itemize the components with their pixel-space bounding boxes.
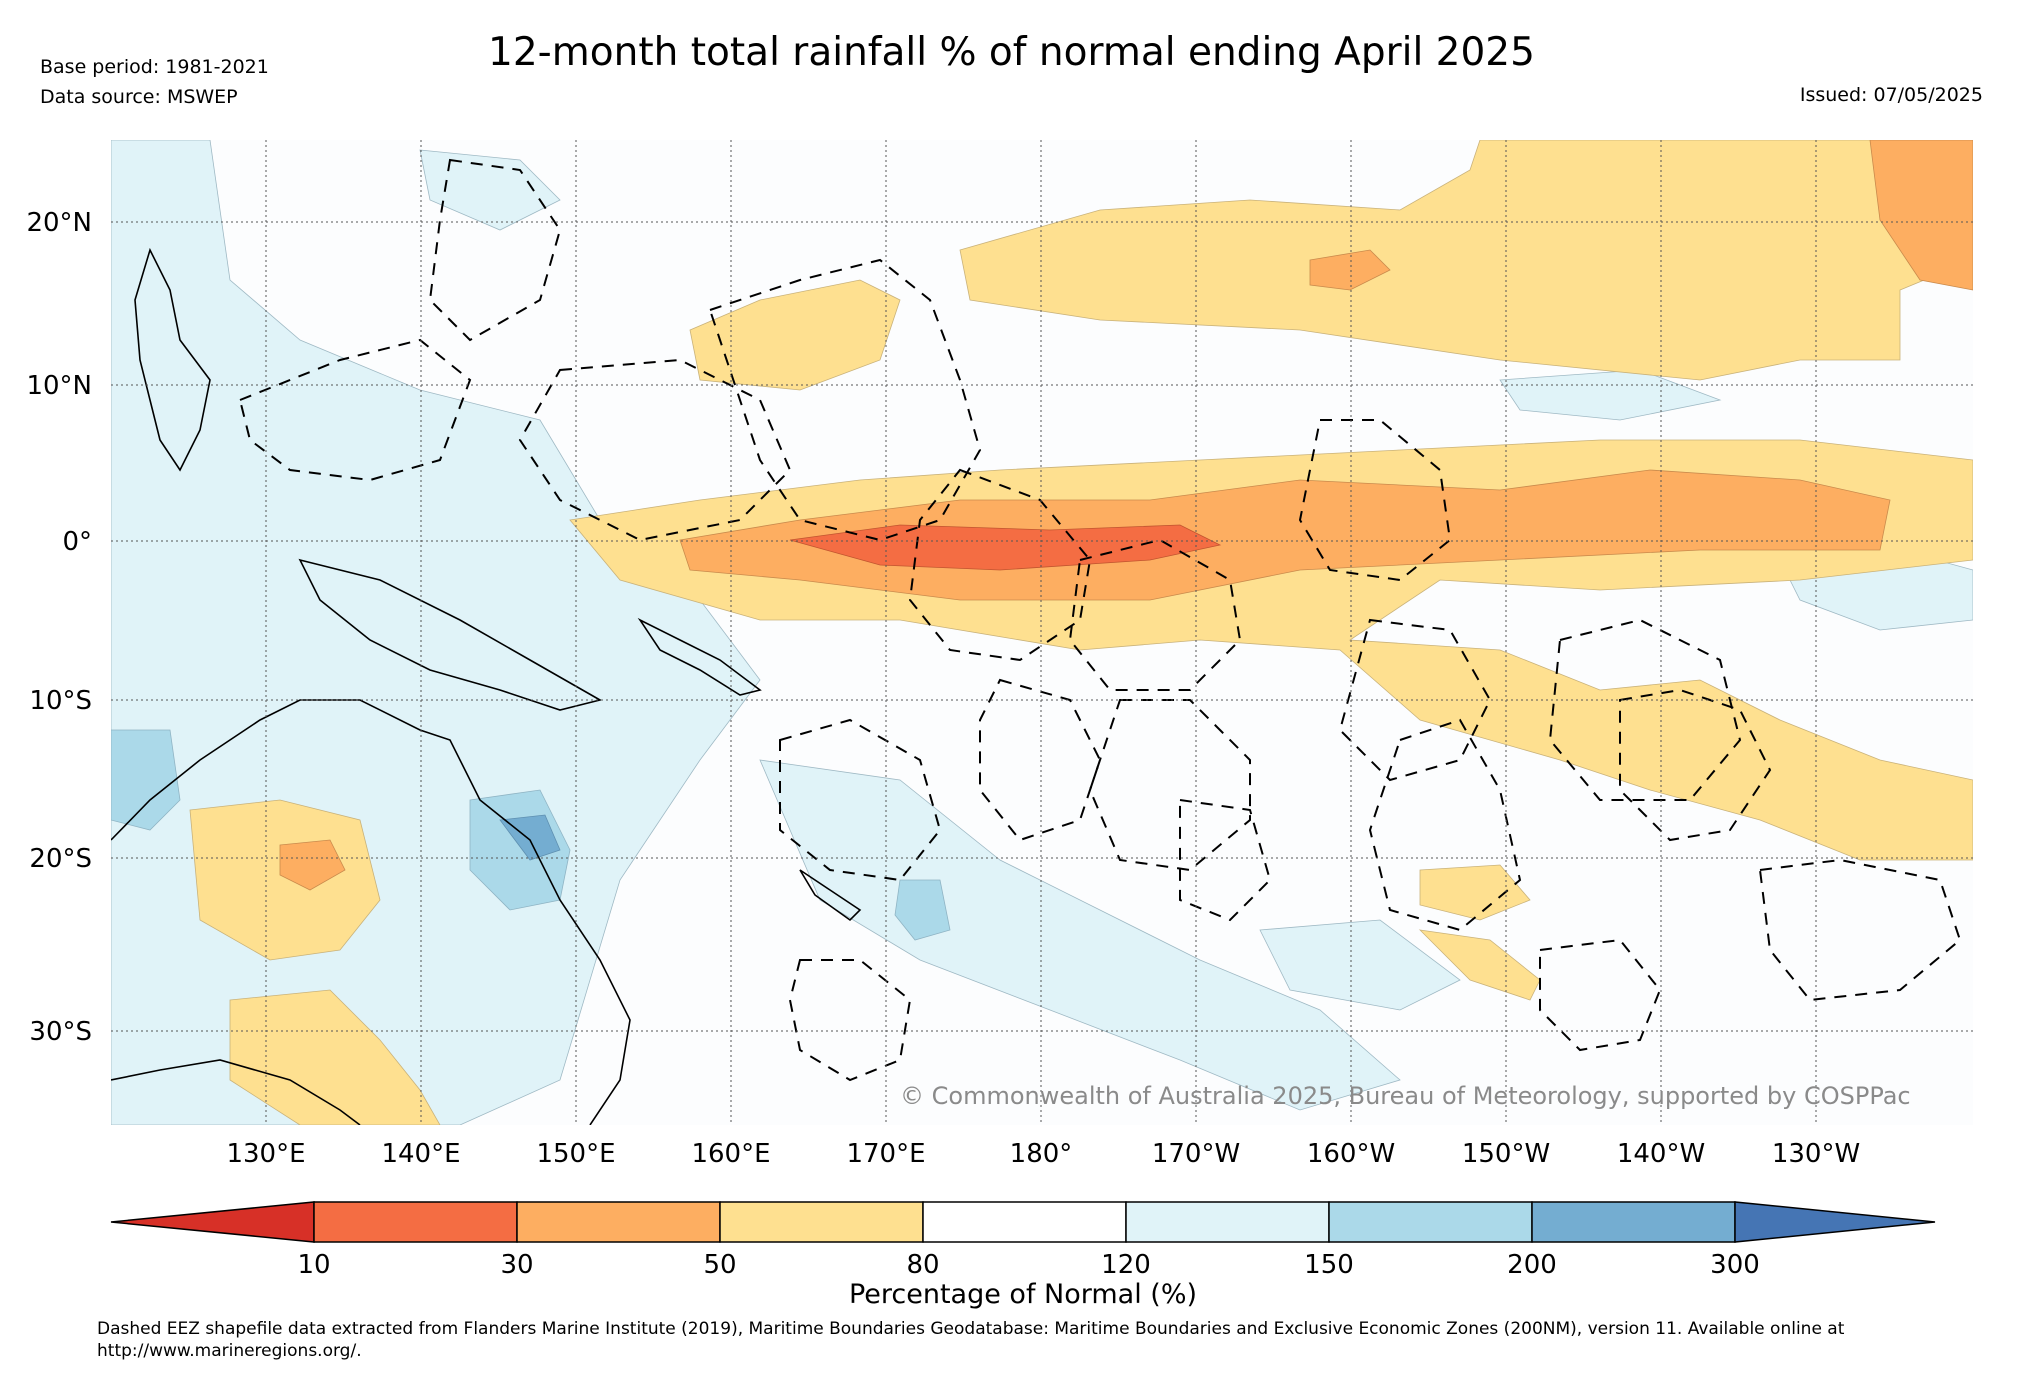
lon-label: 170°W — [1152, 1139, 1240, 1169]
wet-region-west-australia — [111, 729, 181, 831]
dry-band-equatorial-peak — [789, 524, 1222, 571]
eez-boundary — [908, 468, 1092, 662]
lon-label: 160°E — [691, 1139, 770, 1169]
colorbar-tick-label: 300 — [1710, 1250, 1760, 1280]
lat-label: 20°S — [29, 844, 92, 874]
eez-boundary — [1068, 538, 1242, 691]
wet-region-new-caledonia-area — [894, 879, 951, 941]
dry-patch-southern-cook — [1418, 929, 1541, 1001]
colorbar-segment — [719, 1201, 924, 1243]
colorbar-tick-label: 150 — [1304, 1250, 1354, 1280]
colorbar-segment — [516, 1201, 721, 1243]
longitude-labels: 130°E 140°E 150°E 160°E 170°E 180° 170°W… — [226, 1139, 1860, 1169]
lon-label: 140°E — [381, 1139, 460, 1169]
dry-patch-australia-interior — [189, 799, 381, 961]
issued-date-text: Issued: 07/05/2025 — [1799, 84, 1983, 106]
colorbar-segment — [1125, 1201, 1330, 1243]
wet-region-nw-pacific — [419, 149, 561, 231]
dry-patch-north-pacific-east — [1869, 140, 1973, 291]
dry-patch-hawaii-area — [1309, 249, 1391, 291]
colorbar-tick-label: 80 — [906, 1250, 939, 1280]
latitude-labels: 20°N 10°N 0° 10°S 20°S 30°S — [26, 208, 92, 1047]
eez-boundary — [788, 959, 912, 1082]
colorbar-segment — [1531, 1201, 1736, 1243]
colorbar-segment — [313, 1201, 518, 1243]
dry-patch-french-polynesia — [1419, 864, 1531, 921]
coastline-new-caledonia — [799, 869, 862, 922]
eez-boundary — [1539, 938, 1662, 1052]
dry-patch-north-pacific-west — [689, 279, 901, 391]
coastline-australia — [111, 699, 631, 1125]
dry-patch-australia-interior-core — [279, 839, 346, 891]
eez-boundary — [518, 358, 792, 542]
eez-boundary — [1619, 688, 1772, 842]
dry-patch-south-australia — [229, 989, 441, 1125]
colorbar-tick-label: 200 — [1507, 1250, 1557, 1280]
colorbar-tick-label: 50 — [703, 1250, 736, 1280]
eez-boundary — [779, 718, 942, 882]
lat-label: 10°S — [29, 686, 92, 716]
coastline-solomon-islands — [637, 617, 762, 696]
lon-label: 150°W — [1462, 1139, 1550, 1169]
wet-region-central-south-pacific — [1259, 919, 1461, 1011]
colorbar-segment — [922, 1201, 1127, 1243]
base-period-text: Base period: 1981-2021 — [40, 56, 269, 78]
copyright-text: © Commonwealth of Australia 2025, Bureau… — [900, 1082, 1911, 1110]
colorbar-tick-label: 120 — [1101, 1250, 1151, 1280]
eez-boundary — [238, 338, 472, 482]
data-source-text: Data source: MSWEP — [40, 86, 238, 108]
colorbar-tick-label: 10 — [297, 1250, 330, 1280]
colorbar-segment — [1328, 1201, 1533, 1243]
rainfall-anomaly-field — [111, 140, 1973, 1125]
eez-boundary — [1758, 858, 1962, 1002]
coastline-new-guinea — [298, 558, 603, 711]
wet-region-southwest-pacific — [759, 759, 1401, 1111]
colorbar-extend-low — [110, 1201, 315, 1243]
eez-boundary — [1179, 798, 1272, 922]
eez-boundary — [1088, 699, 1251, 872]
dry-band-north-pacific — [959, 140, 1973, 381]
lon-label: 130°E — [226, 1139, 305, 1169]
eez-boundary — [1298, 419, 1452, 582]
lat-label: 30°S — [29, 1017, 92, 1047]
lon-label: 140°W — [1617, 1139, 1705, 1169]
coastline-philippines — [134, 247, 211, 472]
colorbar: 10 30 50 80 120 150 200 300 Percentage o… — [110, 1201, 1936, 1310]
map-title: 12-month total rainfall % of normal endi… — [488, 30, 1535, 75]
wet-region-queensland-coast — [499, 814, 561, 861]
eez-boundary — [1368, 718, 1522, 932]
lon-label: 160°W — [1307, 1139, 1395, 1169]
eez-boundary — [428, 158, 562, 342]
lon-label: 170°E — [846, 1139, 925, 1169]
colorbar-title: Percentage of Normal (%) — [849, 1279, 1197, 1310]
eez-boundaries — [238, 158, 1962, 1082]
lat-label: 0° — [62, 527, 92, 557]
lon-label: 150°E — [536, 1139, 615, 1169]
lat-label: 10°N — [26, 371, 92, 401]
eez-boundary — [979, 678, 1102, 842]
eez-boundary — [708, 258, 982, 542]
colorbar-tick-label: 30 — [500, 1250, 533, 1280]
coastlines — [111, 247, 862, 1125]
lon-label: 180° — [1010, 1139, 1073, 1169]
eez-boundary — [1548, 618, 1742, 801]
colorbar-extend-high — [1734, 1201, 1936, 1243]
gridlines — [111, 140, 1973, 1125]
lon-label: 130°W — [1772, 1139, 1860, 1169]
lat-label: 20°N — [26, 208, 92, 238]
footnote-text: Dashed EEZ shapefile data extracted from… — [97, 1319, 1845, 1361]
